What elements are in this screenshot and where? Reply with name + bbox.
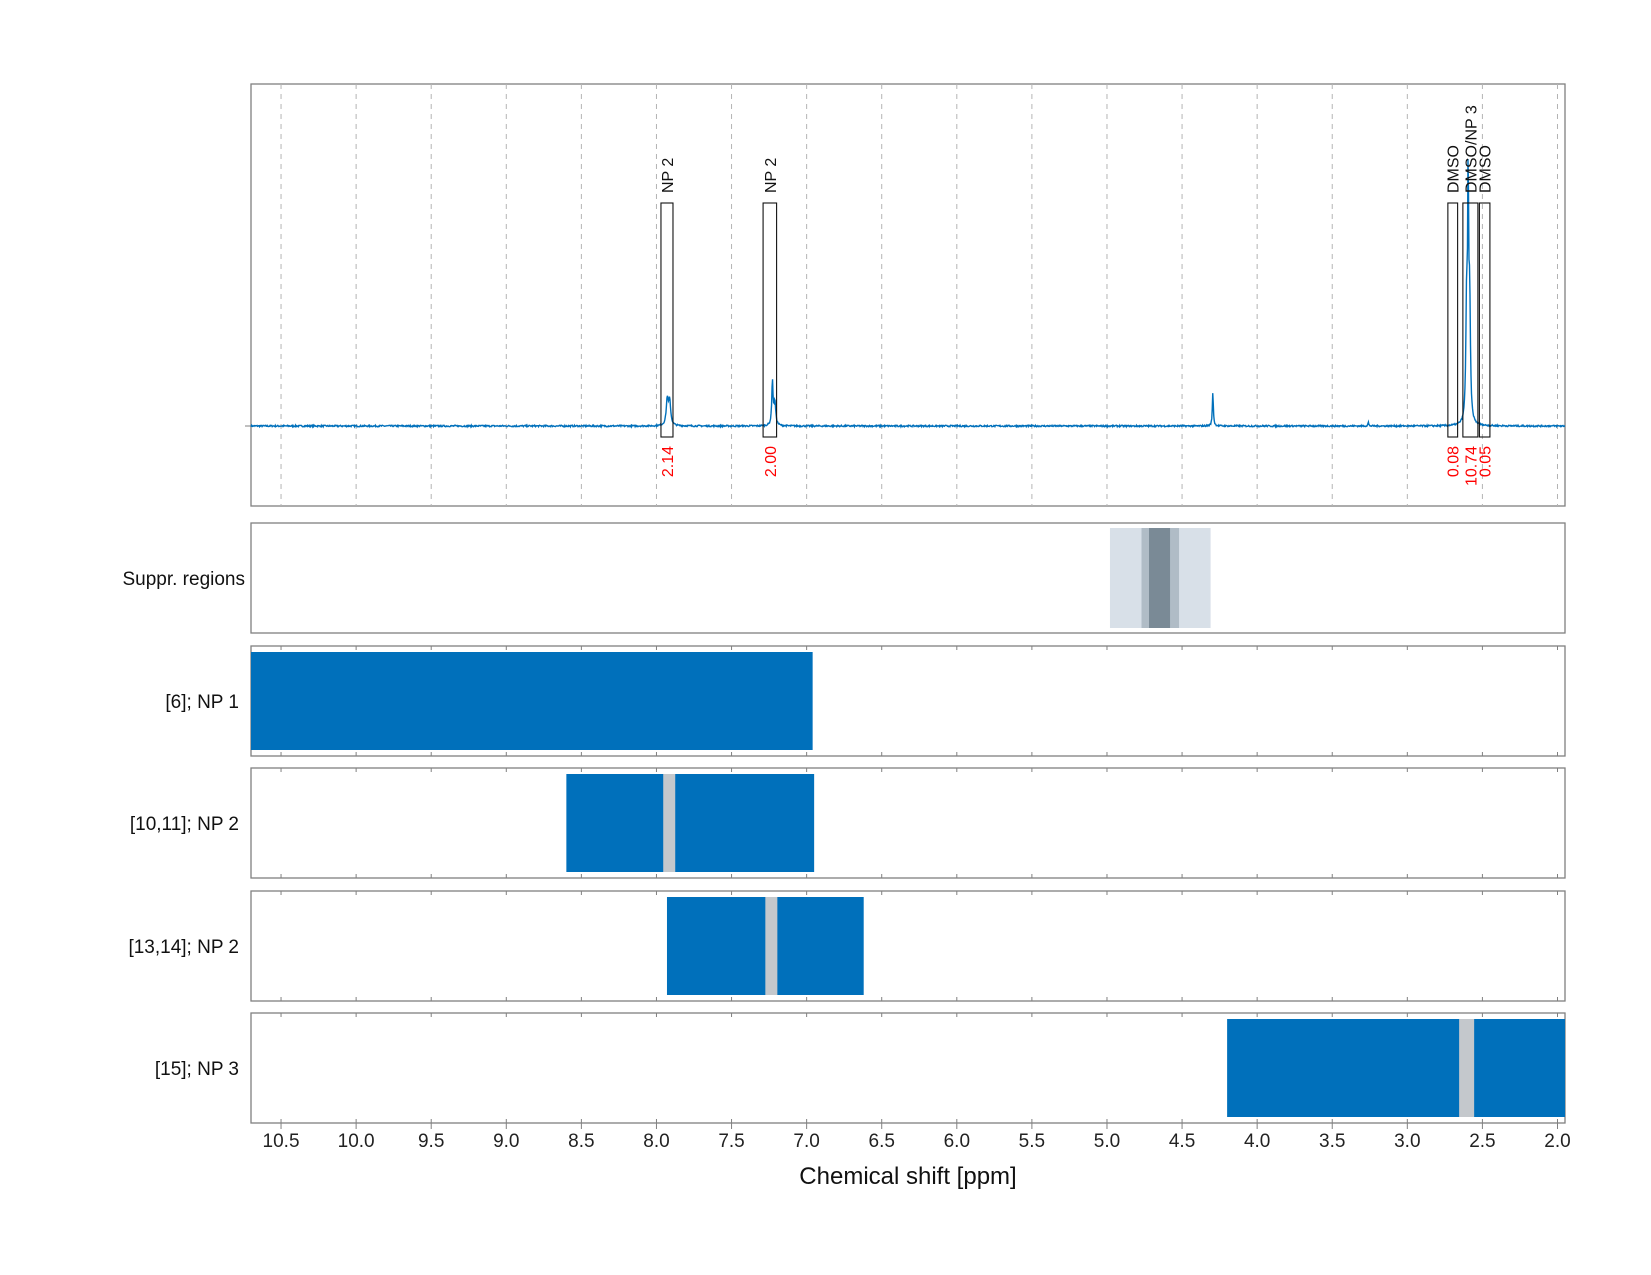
x-tick-label: 3.0 [1394,1131,1420,1152]
row-label: [10,11]; NP 2 [130,814,239,835]
fragment-row: [15]; NP 3 [155,1012,1566,1124]
peak-integral: 0.05 [1478,446,1495,477]
x-tick-label: 7.0 [793,1131,819,1152]
suppression-panel: Suppr. regions [122,522,1566,634]
peak-annotation: DMSO 0.08 [1446,145,1463,477]
peak-integral: 2.14 [660,446,677,477]
spectrum-trace [250,158,1566,429]
fragment-gap [765,897,778,995]
row-label: [13,14]; NP 2 [128,937,239,958]
peak-annotation: DMSO 0.05 [1478,145,1495,477]
suppression-band [1149,528,1171,628]
x-tick-label: 4.5 [1169,1131,1195,1152]
fragment-gap [663,774,676,872]
x-tick-label: 8.5 [568,1131,594,1152]
x-tick-label: 4.0 [1244,1131,1270,1152]
peak-label: NP 2 [660,158,677,193]
peak-label: DMSO [1478,145,1495,193]
x-axis-ticks: 10.5 10.0 9.5 9.0 8.5 8.0 7.5 7.0 6.5 6.0 5.5 5.0 4.… [263,1123,1571,1152]
fragment-row: [6]; NP 1 [165,645,1566,757]
fragment-gap [1459,1019,1475,1117]
x-tick-label: 10.5 [263,1131,300,1152]
row-frame [250,890,1566,1002]
peak-integral: 0.08 [1446,446,1463,477]
row-frame [250,767,1566,879]
x-tick-label: 3.5 [1319,1131,1345,1152]
peak-label: NP 2 [763,158,780,193]
peak-annotation: DMSO/NP 3 10.74 [1462,105,1480,486]
peak-region-box [1462,202,1479,438]
fragment-block [566,774,815,872]
fragment-row: [10,11]; NP 2 [130,767,1566,879]
peak-integral: 10.74 [1463,446,1480,486]
x-axis-title: Chemical shift [ppm] [799,1163,1016,1190]
suppression-frame [250,522,1566,634]
fragment-block [251,652,813,750]
x-tick-label: 7.5 [718,1131,744,1152]
x-tick-label: 9.0 [493,1131,519,1152]
peak-region-box [660,202,674,438]
peak-annotation: NP 2 2.14 [660,158,677,478]
spectrum-frame [250,83,1566,507]
peak-label: DMSO/NP 3 [1463,105,1480,193]
x-tick-label: 8.0 [643,1131,669,1152]
x-tick-label: 6.5 [869,1131,895,1152]
x-tick-label: 9.5 [418,1131,444,1152]
x-tick-label: 2.0 [1544,1131,1570,1152]
fragment-block [1227,1019,1565,1117]
fragment-row: [13,14]; NP 2 [128,890,1566,1002]
row-label: Suppr. regions [122,569,245,590]
x-tick-label: 2.5 [1469,1131,1495,1152]
peak-label: DMSO [1446,145,1463,193]
peak-region-box [762,202,778,438]
peak-region-box [1478,202,1491,438]
peak-region-box [1447,202,1459,438]
row-label: [15]; NP 3 [155,1059,239,1080]
row-label: [6]; NP 1 [165,692,239,713]
peak-annotation: NP 2 2.00 [762,158,780,477]
x-tick-label: 5.5 [1019,1131,1045,1152]
x-tick-label: 10.0 [338,1131,375,1152]
x-tick-label: 5.0 [1094,1131,1120,1152]
peak-integral: 2.00 [763,446,780,477]
x-tick-label: 6.0 [944,1131,970,1152]
